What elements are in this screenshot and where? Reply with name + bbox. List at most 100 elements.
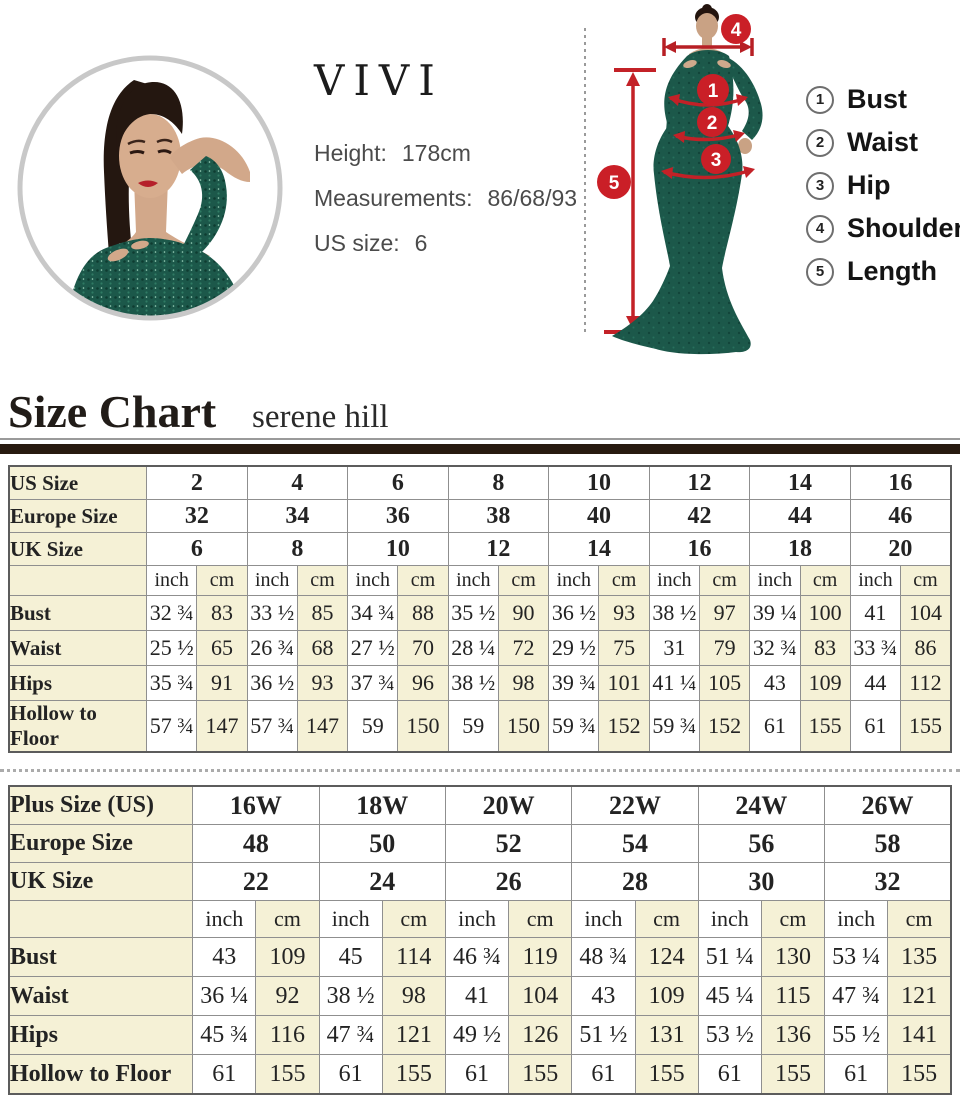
value-cell-inch: 25 ½ [146,630,198,666]
unit-cell-cm: cm [698,565,751,596]
value-cell-inch: 49 ½ [444,1015,510,1055]
value-cell-inch: 61 [824,1054,889,1095]
value-cell-cm: 130 [760,937,826,977]
value-cell-cm: 124 [634,937,699,977]
size-cell: 32 [146,499,248,533]
value-cell-inch: 61 [849,700,902,753]
size-cell: 22 [192,862,320,901]
value-cell-inch: 39 ¼ [749,595,801,631]
size-cell: 44 [749,499,851,533]
size-cell: 10 [548,465,650,500]
row-label: Waist [8,976,194,1016]
measurements-label: Measurements: [314,185,473,211]
legend-item-label: Shoulder [847,213,960,243]
svg-text:4: 4 [731,20,742,41]
value-cell-inch: 61 [192,1054,257,1095]
value-cell-cm: 116 [255,1015,320,1055]
callout-5-length [597,165,631,199]
measurement-row: Hollow to Floor 61 155 61 155 61 155 61 155 61 155… [8,1054,952,1095]
value-cell-inch: 37 ¾ [347,665,399,701]
value-cell-inch: 48 ¾ [571,937,636,977]
unit-cell-cm: cm [381,900,446,938]
size-cell: 26W [824,785,952,825]
legend-number-circle: 1 [806,85,834,114]
value-cell-inch: 33 ½ [246,595,298,631]
hip-arrow [663,168,753,180]
value-cell-inch: 51 ½ [571,1015,636,1055]
size-header-row: Europe Size 48 50 52 54 56 58 [8,824,952,863]
unit-cell-cm: cm [397,565,449,596]
size-chart-heading: Size Chart serene hill [0,385,960,465]
value-cell-inch: 59 [347,700,399,753]
value-cell-inch: 51 ¼ [697,937,762,977]
value-cell-cm: 88 [397,595,449,631]
row-label: Hollow to Floor [8,1054,194,1095]
unit-cell-cm: cm [296,565,349,596]
legend-number-circle: 2 [806,128,834,157]
value-cell-inch: 41 ¼ [648,665,700,701]
svg-text:2: 2 [707,113,718,134]
legend-number-circle: 5 [806,257,834,286]
value-cell-cm: 109 [255,937,320,977]
row-label: Bust [8,937,194,977]
measurement-row: Waist 25 ½ 65 26 ¾ 68 27 ½ 70 28 ¼ 72 29 ½ 75 31 79 3… [8,630,952,666]
value-cell-inch: 61 [318,1054,383,1095]
legend-item-label: Waist [847,127,919,157]
value-cell-inch: 31 [648,630,700,666]
measurement-row: Hollow to Floor 57 ¾ 147 57 ¾ 147 59 150 59 150 5… [8,700,952,753]
value-cell-cm: 155 [799,700,851,753]
legend-number-circle: 3 [806,171,834,200]
value-cell-inch: 36 ½ [548,595,600,631]
divider-thin [0,438,960,440]
value-cell-cm: 152 [598,700,650,753]
legend-item-bust: 1 Bust [806,78,960,121]
value-cell-inch: 47 ¾ [824,976,889,1016]
unit-cell-cm: cm [634,900,699,938]
value-cell-cm: 98 [381,976,446,1016]
us-size-label: US size: [314,230,400,256]
unit-cell-inch: inch [246,565,298,596]
value-cell-cm: 155 [508,1054,573,1095]
value-cell-cm: 141 [887,1015,952,1055]
value-cell-cm: 97 [698,595,751,631]
unit-cell-inch: inch [548,565,600,596]
value-cell-cm: 112 [900,665,952,701]
value-cell-cm: 135 [887,937,952,977]
plus-size-table-host: Plus Size (US) 16W 18W 20W 22W 24W 26W Europe S… [8,785,952,1095]
row-label: Hollow to Floor [8,700,148,753]
unit-cell-inch: inch [192,900,257,938]
size-cell: 10 [347,532,449,566]
size-cell: 6 [146,532,248,566]
value-cell-cm: 126 [508,1015,573,1055]
size-cell: 16 [648,532,751,566]
size-header-row: Plus Size (US) 16W 18W 20W 22W 24W 26W [8,785,952,825]
value-cell-inch: 41 [849,595,902,631]
height-value: 178cm [401,140,471,166]
svg-text:1: 1 [708,81,719,102]
value-cell-cm: 104 [900,595,952,631]
value-cell-cm: 121 [381,1015,446,1055]
value-cell-inch: 32 ¾ [146,595,198,631]
row-label: US Size [8,465,148,500]
value-cell-cm: 136 [760,1015,826,1055]
value-cell-cm: 155 [887,1054,952,1095]
value-cell-inch: 38 ½ [648,595,700,631]
legend-item-hip: 3 Hip [806,164,960,207]
unit-cell-inch: inch [849,565,902,596]
value-cell-cm: 155 [381,1054,446,1095]
divider-thick [0,444,960,454]
unit-cell-cm: cm [799,565,851,596]
row-label-blank [8,900,194,938]
page-subtitle: serene hill [252,399,389,435]
callout-2-waist [697,107,727,137]
row-label: Plus Size (US) [8,785,194,825]
size-cell: 16W [192,785,320,825]
size-cell: 50 [318,824,446,863]
row-label: Hips [8,665,148,701]
value-cell-cm: 72 [497,630,550,666]
value-cell-cm: 109 [634,976,699,1016]
callout-3-hip [701,144,731,174]
value-cell-cm: 114 [381,937,446,977]
value-cell-cm: 105 [698,665,751,701]
